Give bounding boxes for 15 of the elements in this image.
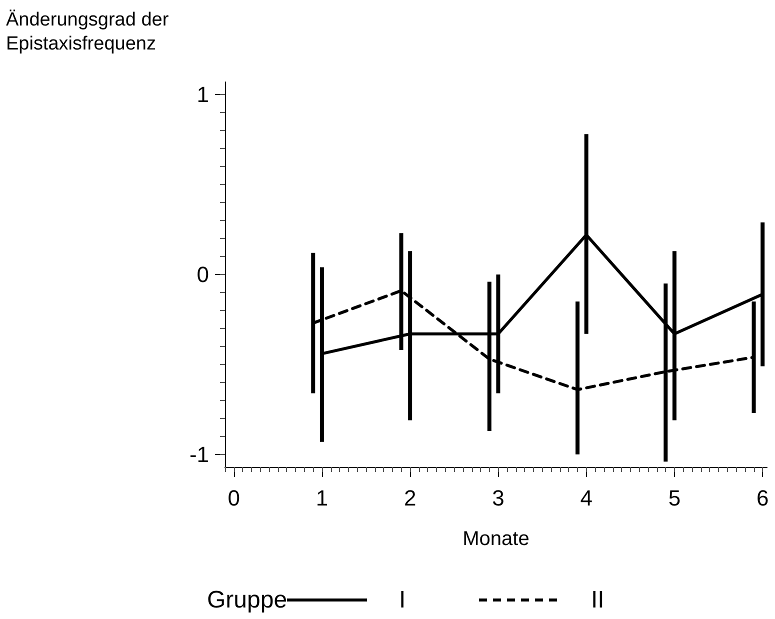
x-axis-title: Monate bbox=[462, 528, 530, 550]
x-tick-label: 1 bbox=[316, 486, 328, 510]
legend-label: II bbox=[591, 586, 604, 614]
y-tick-label: -1 bbox=[189, 442, 209, 467]
y-tick-label: 0 bbox=[196, 262, 209, 287]
x-tick-label: 4 bbox=[580, 486, 592, 510]
legend-label: I bbox=[399, 586, 406, 614]
y-tick-label: 1 bbox=[196, 82, 209, 108]
y-axis-title: Änderungsgrad der Epistaxisfrequenz bbox=[6, 10, 170, 54]
x-tick-label: 2 bbox=[404, 486, 416, 510]
x-tick-label: 5 bbox=[668, 486, 681, 510]
x-tick-label: 0 bbox=[228, 486, 240, 510]
legend-title: Gruppe bbox=[207, 586, 288, 614]
x-tick-label: 6 bbox=[756, 486, 769, 510]
x-tick-label: 3 bbox=[492, 486, 504, 510]
